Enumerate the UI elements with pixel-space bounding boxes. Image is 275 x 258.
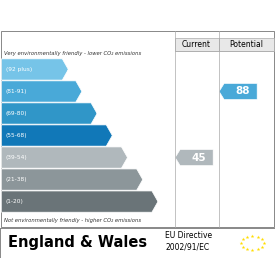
Text: G: G [156,197,164,206]
Text: 88: 88 [236,86,250,96]
Text: C: C [96,109,102,118]
Bar [219,38,274,51]
Text: EU Directive
2002/91/EC: EU Directive 2002/91/EC [165,231,212,252]
Polygon shape [1,125,112,146]
Text: Potential: Potential [229,40,263,49]
Bar [175,38,219,51]
Text: Very environmentally friendly - lower CO₂ emissions: Very environmentally friendly - lower CO… [4,51,141,56]
Polygon shape [175,150,213,165]
Text: (81-91): (81-91) [6,89,27,94]
Text: (55-68): (55-68) [6,133,27,138]
Text: A: A [67,65,74,74]
Text: F: F [141,175,147,184]
Polygon shape [219,84,257,99]
Text: Environmental Impact (CO₂) Rating: Environmental Impact (CO₂) Rating [21,9,254,22]
Polygon shape [1,191,158,212]
Text: (21-38): (21-38) [6,177,27,182]
Text: 45: 45 [192,152,207,163]
Text: (39-54): (39-54) [6,155,27,160]
Text: B: B [81,87,87,96]
Polygon shape [1,59,68,80]
Text: E: E [126,153,132,162]
Polygon shape [1,169,143,190]
Text: Current: Current [182,40,211,49]
Text: (69-80): (69-80) [6,111,27,116]
Text: (92 plus): (92 plus) [6,67,32,72]
Polygon shape [1,81,82,102]
Text: England & Wales: England & Wales [8,235,147,251]
Polygon shape [1,103,97,124]
Polygon shape [1,147,128,168]
Text: (1-20): (1-20) [6,199,23,204]
Text: Not environmentally friendly - higher CO₂ emissions: Not environmentally friendly - higher CO… [4,218,141,223]
Text: D: D [111,131,119,140]
